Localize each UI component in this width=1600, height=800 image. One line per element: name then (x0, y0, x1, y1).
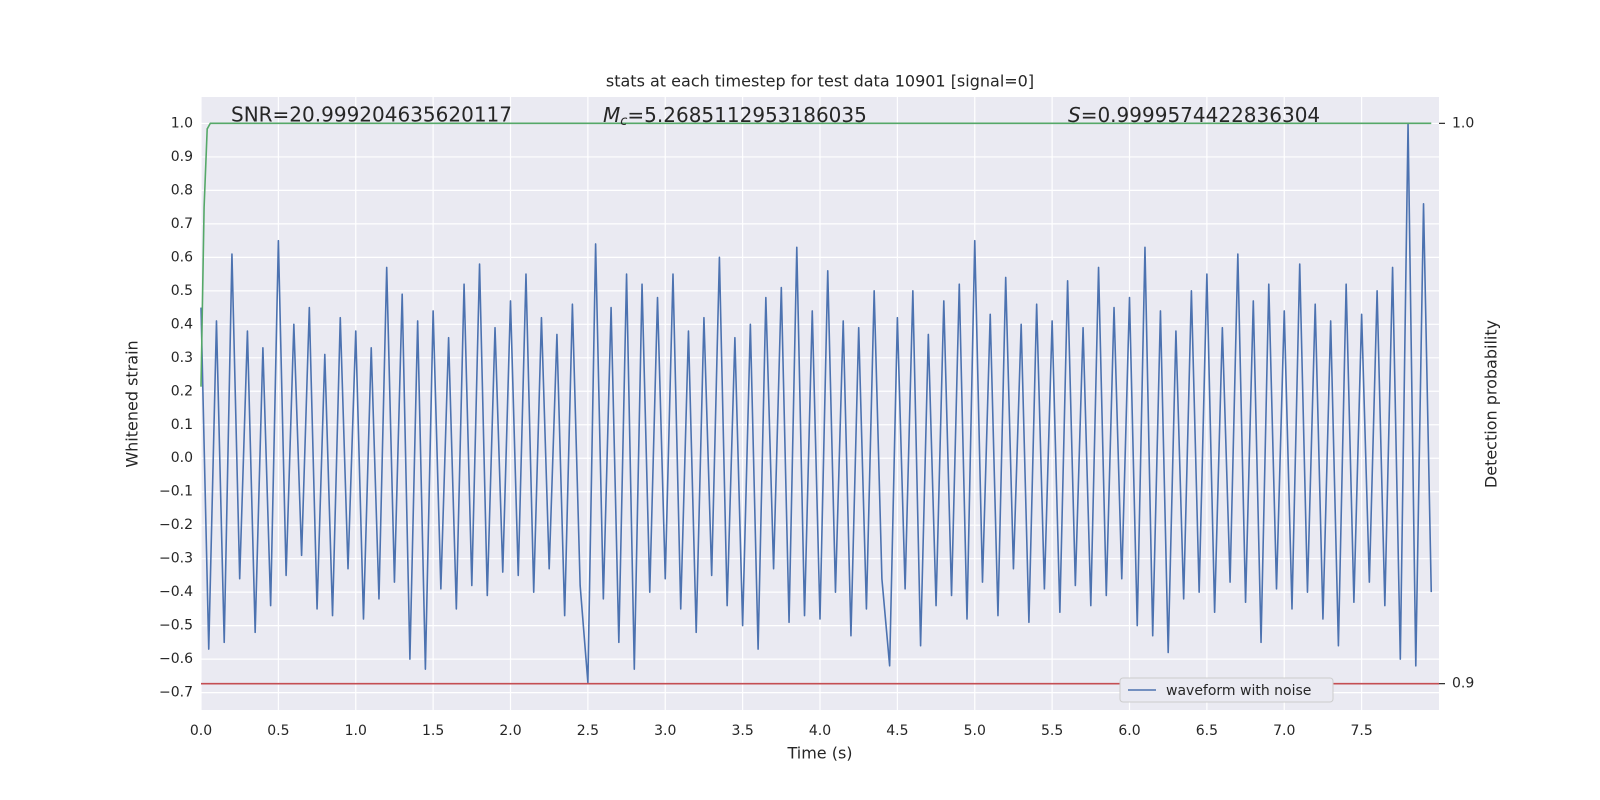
x-tick-label: 5.0 (964, 723, 986, 739)
annotation-text: =0.9999574422836304 (1081, 103, 1320, 127)
x-tick-label: 4.0 (809, 723, 831, 739)
x-tick-label: 6.5 (1196, 723, 1218, 739)
annotation: S=0.9999574422836304 (1068, 103, 1320, 127)
y-tick-label: −0.4 (159, 584, 193, 600)
y-tick-label: 0.8 (171, 182, 193, 198)
x-tick-label: 2.5 (577, 723, 599, 739)
y-tick-label: 0.0 (171, 450, 193, 466)
annotation: SNR=20.999204635620117 (231, 103, 512, 127)
y2-axis-label: Detection probability (1482, 320, 1501, 488)
annotation: Mc=5.2685112953186035 (603, 103, 867, 129)
x-tick-label: 3.0 (654, 723, 676, 739)
annotation-symbol: S (1068, 103, 1081, 127)
series-line (200, 122, 1433, 684)
y-tick-label: 0.2 (171, 383, 193, 399)
x-tick-label: 1.0 (345, 723, 367, 739)
annotation-subscript: c (620, 114, 627, 129)
x-tick-label: 1.5 (422, 723, 444, 739)
y2-tick-label: 1.0 (1452, 115, 1474, 131)
y-tick-label: −0.1 (159, 484, 193, 500)
x-tick-label: 6.0 (1118, 723, 1140, 739)
x-tick-label: 5.5 (1041, 723, 1063, 739)
annotation-symbol: M (603, 103, 620, 127)
labels: 0.0 0.5 1.0 1.5 2.0 2.5 3.0 3.5 4.0 4.5 5.0 5.5 6.0 6… (159, 115, 1474, 739)
grid (200, 97, 1439, 710)
y-tick-label: 0.4 (171, 316, 193, 332)
y-tick-label: 0.6 (171, 249, 193, 265)
x-axis-label: Time (s) (786, 744, 852, 763)
x-tick-label: 7.0 (1273, 723, 1295, 739)
x-tick-label: 4.5 (886, 723, 908, 739)
annotation-text: =5.2685112953186035 (627, 103, 866, 127)
y-tick-label: 0.5 (171, 283, 193, 299)
series-line (200, 122, 1432, 387)
legend-box (1119, 677, 1334, 703)
x-tick-label: 7.5 (1350, 723, 1372, 739)
y-tick-label: −0.3 (159, 551, 193, 567)
chart-title: stats at each timestep for test data 109… (606, 72, 1034, 91)
y-tick-label: 0.3 (171, 350, 193, 366)
y-axis-label: Whitened strain (123, 340, 142, 467)
y-tick-label: 0.9 (171, 149, 193, 165)
y-tick-label: −0.5 (159, 618, 193, 634)
legend: waveform with noise (1119, 677, 1334, 703)
x-tick-label: 0.0 (190, 723, 212, 739)
x-tick-label: 3.5 (731, 723, 753, 739)
y-tick-label: 0.1 (171, 417, 193, 433)
y-tick-label: −0.2 (159, 517, 193, 533)
y-tick-label: −0.6 (159, 651, 193, 667)
y2-tick-label: 0.9 (1452, 676, 1474, 692)
x-tick-label: 0.5 (267, 723, 289, 739)
legend-label: waveform with noise (1166, 683, 1311, 699)
y-tick-label: 0.7 (171, 216, 193, 232)
y-tick-label: −0.7 (159, 685, 193, 701)
y-tick-label: 1.0 (171, 115, 193, 131)
x-tick-label: 2.0 (499, 723, 521, 739)
